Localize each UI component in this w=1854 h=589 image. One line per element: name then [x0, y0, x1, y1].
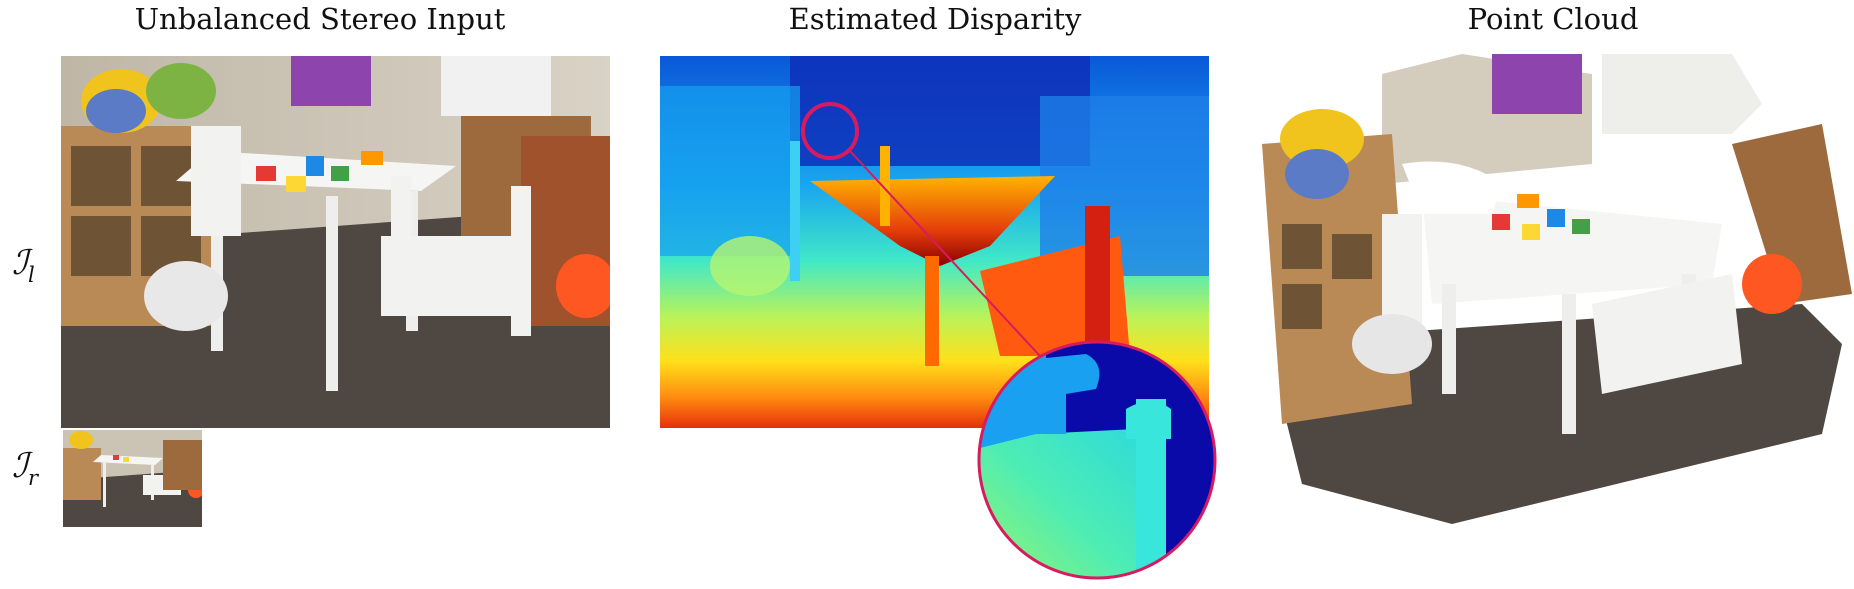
disparity-title: Estimated Disparity — [788, 2, 1082, 36]
right-image-label: ℐr — [12, 446, 39, 490]
point-cloud-render — [1262, 54, 1852, 524]
right-stereo-thumbnail — [63, 430, 202, 527]
left-stereo-image — [61, 56, 610, 428]
disparity-zoom-inset — [977, 340, 1217, 580]
input-title: Unbalanced Stereo Input — [134, 2, 506, 36]
cloud-title: Point Cloud — [1467, 2, 1639, 36]
highlight-circle — [801, 102, 859, 160]
left-image-label: ℐl — [12, 243, 35, 287]
